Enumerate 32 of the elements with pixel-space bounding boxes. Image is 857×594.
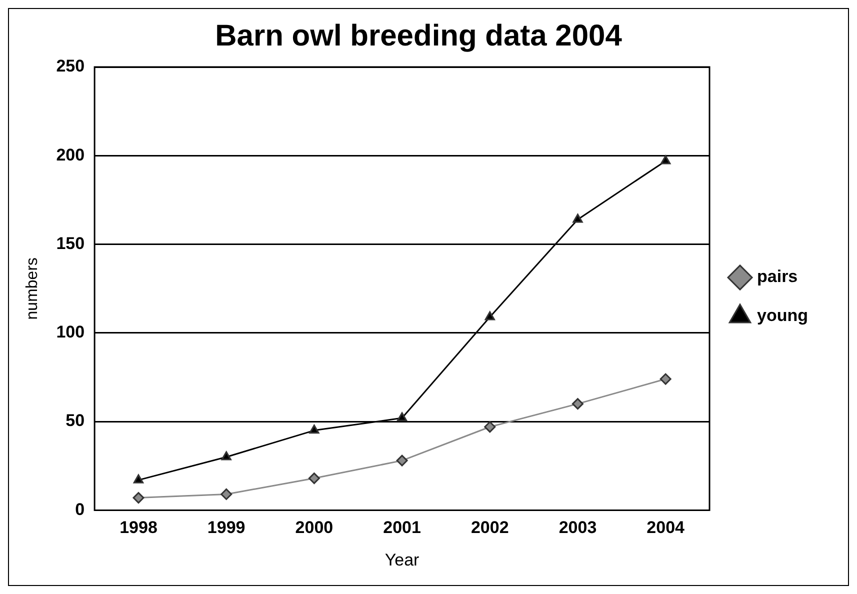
x-tick-label: 2004 — [646, 518, 686, 538]
x-tick-label: 1998 — [120, 518, 158, 538]
x-tick-label: 2003 — [558, 518, 597, 538]
point — [660, 373, 672, 385]
x-tick-label: 2001 — [383, 518, 421, 538]
point — [572, 398, 584, 410]
legend-label: pairs — [757, 267, 798, 286]
point — [308, 472, 320, 484]
y-tick-label: 250 — [56, 56, 85, 76]
y-axis-title: numbers — [24, 257, 42, 320]
point — [220, 488, 232, 500]
x-tick-label: 2002 — [470, 518, 509, 538]
point — [133, 474, 144, 484]
y-tick-label: 0 — [75, 500, 85, 519]
point — [484, 311, 495, 320]
point — [396, 412, 408, 422]
y-tick-label: 150 — [56, 234, 85, 253]
y-tick-label: 100 — [56, 322, 85, 342]
point — [221, 451, 232, 460]
y-tick-label: 200 — [56, 145, 85, 164]
x-tick-label: 1999 — [207, 518, 246, 538]
point — [309, 424, 320, 434]
point — [660, 155, 671, 164]
point — [572, 214, 583, 223]
legend-label: young — [757, 306, 808, 326]
point — [396, 454, 408, 466]
x-axis-title: Year — [384, 550, 420, 570]
chart-title: Barn owl breeding data 2004 — [215, 19, 622, 52]
x-tick-label: 2000 — [295, 518, 334, 538]
point — [484, 421, 496, 433]
point — [132, 492, 144, 504]
y-tick-label: 50 — [66, 411, 85, 430]
